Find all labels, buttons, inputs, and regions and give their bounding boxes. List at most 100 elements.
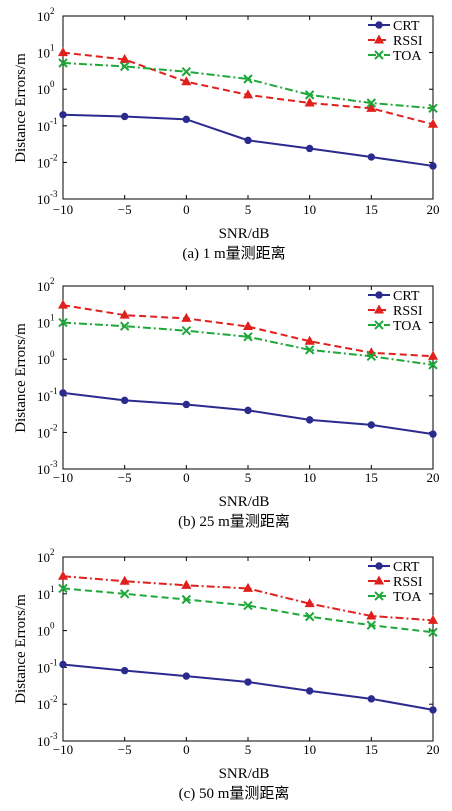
x-axis-label: SNR/dB — [219, 766, 270, 782]
data-point-triangle — [181, 76, 192, 86]
data-point-triangle — [242, 321, 254, 331]
y-tick-label: 10-2 — [37, 422, 58, 440]
y-tick-base: 10 — [37, 155, 50, 170]
y-tick-base: 10 — [37, 192, 50, 207]
data-point-triangle — [373, 575, 385, 585]
y-tick-base: 10 — [37, 9, 50, 24]
x-tick-label: −5 — [118, 470, 132, 485]
series-toa — [58, 58, 438, 114]
x-tick-label: 0 — [183, 202, 190, 217]
y-tick-exponent: 0 — [50, 621, 55, 631]
legend-label: CRT — [393, 560, 420, 575]
x-tick-label: 0 — [183, 470, 190, 485]
data-point-triangle — [57, 570, 69, 580]
y-axis-label: Distance Errors/m — [13, 594, 29, 704]
x-tick-label: 15 — [365, 470, 378, 485]
data-point-circle — [120, 112, 129, 121]
data-point-triangle — [181, 579, 192, 589]
y-tick-base: 10 — [37, 82, 50, 97]
y-tick-label: 10-2 — [37, 152, 58, 170]
data-point-circle — [120, 666, 129, 675]
data-point-x — [366, 351, 377, 362]
series-line — [62, 663, 434, 711]
y-tick-label: 10-3 — [37, 189, 58, 207]
data-point-circle — [429, 430, 437, 438]
x-tick-label: 15 — [365, 202, 378, 217]
y-tick-exponent: -2 — [50, 152, 58, 162]
data-point-circle — [367, 421, 376, 429]
x-axis-label: SNR/dB — [219, 494, 270, 510]
y-tick-exponent: 1 — [50, 43, 55, 53]
legend-label: CRT — [393, 289, 420, 304]
data-point-x — [58, 583, 68, 594]
x-tick-label: 20 — [427, 742, 440, 757]
y-tick-label: 10-1 — [37, 657, 58, 675]
data-point-x — [243, 74, 253, 84]
series-toa — [58, 317, 438, 370]
y-tick-exponent: -1 — [50, 116, 58, 126]
x-tick-label: 10 — [303, 742, 316, 757]
data-point-x — [304, 90, 315, 100]
data-point-circle — [244, 406, 252, 415]
data-point-circle — [182, 115, 191, 124]
x-tick-label: 5 — [245, 742, 252, 757]
series-rssi — [57, 47, 439, 128]
y-tick-exponent: 0 — [50, 349, 55, 359]
series-rssi — [57, 570, 439, 624]
data-point-circle — [244, 136, 252, 145]
x-tick-label: 5 — [245, 202, 252, 217]
data-point-x — [366, 98, 377, 108]
data-point-x — [119, 589, 130, 599]
y-axis-label: Distance Errors/m — [13, 53, 29, 163]
data-point-circle — [429, 162, 437, 170]
data-point-circle — [59, 389, 67, 397]
data-point-circle — [375, 291, 383, 299]
x-tick-label: 5 — [245, 470, 252, 485]
x-axis-label: SNR/dB — [219, 226, 270, 242]
data-point-triangle — [373, 34, 385, 44]
data-point-triangle — [57, 299, 69, 309]
y-tick-exponent: -3 — [50, 459, 58, 469]
data-point-triangle — [242, 89, 254, 99]
y-tick-label: 100 — [37, 79, 55, 97]
legend-label: TOA — [393, 319, 422, 334]
data-point-triangle — [427, 118, 439, 128]
data-point-x — [374, 320, 384, 330]
data-point-triangle — [242, 582, 254, 592]
y-tick-label: 101 — [37, 43, 55, 61]
data-point-x — [374, 50, 384, 60]
panel-caption: (a) 1 m量测距离 — [182, 245, 285, 262]
data-point-triangle — [366, 102, 377, 112]
y-tick-exponent: -2 — [50, 422, 58, 432]
legend-label: CRT — [393, 19, 420, 34]
series-line — [62, 51, 434, 126]
y-tick-exponent: 1 — [50, 584, 55, 594]
y-tick-exponent: 2 — [50, 547, 55, 557]
data-point-x — [181, 326, 192, 336]
legend-label: TOA — [393, 49, 422, 64]
y-tick-base: 10 — [37, 352, 50, 367]
y-tick-label: 10-3 — [37, 731, 58, 749]
data-point-circle — [59, 111, 67, 119]
panel-caption: (c) 50 m量测距离 — [179, 785, 290, 802]
data-point-circle — [182, 400, 191, 409]
y-tick-label: 10-1 — [37, 116, 58, 134]
data-point-circle — [375, 562, 383, 570]
data-point-triangle — [181, 312, 192, 322]
y-tick-base: 10 — [37, 425, 50, 440]
data-point-circle — [305, 687, 314, 695]
data-point-triangle — [119, 53, 130, 63]
legend-label: TOA — [393, 590, 422, 605]
y-tick-label: 102 — [37, 547, 55, 565]
data-point-circle — [305, 144, 314, 153]
series-toa — [58, 583, 438, 637]
data-point-triangle — [304, 598, 315, 608]
y-tick-label: 100 — [37, 621, 55, 639]
panel-caption: (b) 25 m量测距离 — [178, 513, 290, 530]
x-tick-label: 10 — [303, 202, 316, 217]
data-point-x — [428, 360, 438, 370]
data-point-triangle — [57, 47, 69, 57]
data-point-triangle — [373, 304, 385, 314]
